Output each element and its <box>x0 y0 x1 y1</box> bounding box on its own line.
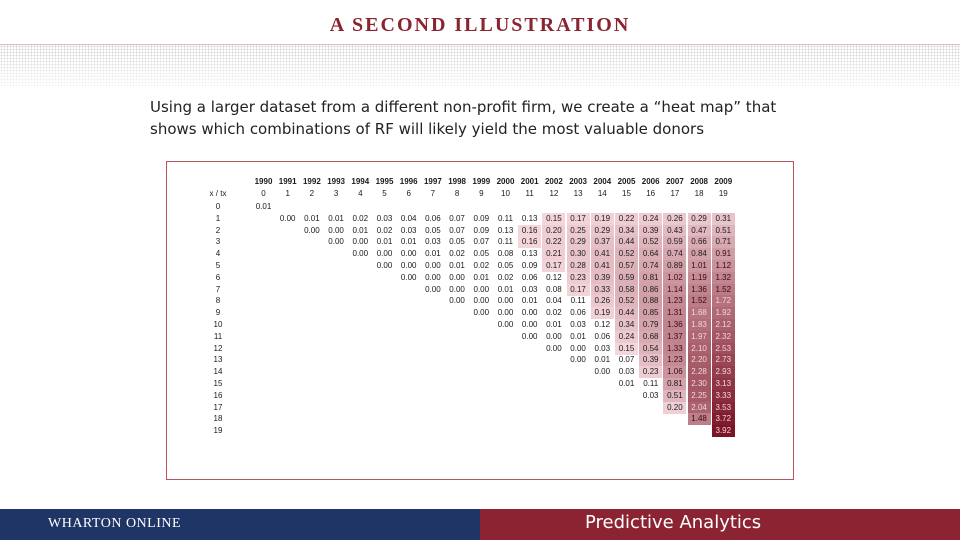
intro-line-2: shows which combinations of RF will like… <box>150 120 705 138</box>
title-divider <box>0 44 960 45</box>
intro-line-1: Using a larger dataset from a different … <box>150 98 777 116</box>
footer-brand: WHARTON ONLINE <box>48 516 182 531</box>
heat-map-frame <box>166 161 794 480</box>
intro-text: Using a larger dataset from a different … <box>150 96 830 140</box>
footer-brand-bar: WHARTON ONLINE <box>0 509 480 540</box>
slide-title: A SECOND ILLUSTRATION <box>329 14 631 36</box>
dotted-band <box>0 45 960 87</box>
footer-course-title: Predictive Analytics <box>585 512 762 533</box>
footer-course-bar: Predictive Analytics <box>480 509 960 540</box>
